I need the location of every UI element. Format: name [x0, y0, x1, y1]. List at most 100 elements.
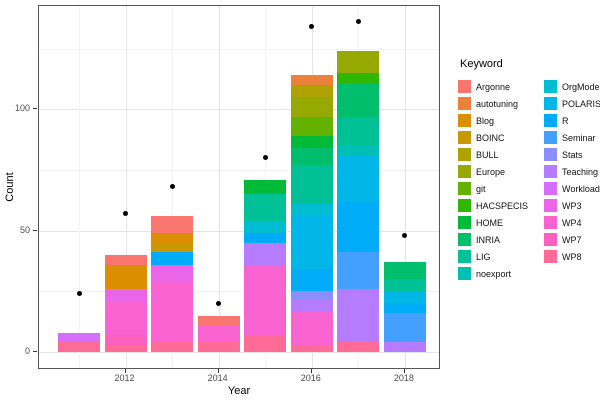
legend-label-WP4: WP4	[562, 217, 582, 228]
legend-swatch-noexport	[458, 267, 471, 280]
legend: Keyword Argonne autotuning Blog BOINC BULL Eu…	[458, 58, 600, 284]
gridline-major-x2014	[218, 6, 220, 368]
x-tick-2016	[310, 369, 312, 373]
bar-segment-2012-WP8	[104, 344, 147, 352]
legend-item-INRIA: INRIA	[458, 233, 530, 246]
bar-segment-2012-WP7	[104, 335, 147, 345]
gridline-major-y0	[39, 352, 439, 353]
y-tick-0	[33, 351, 37, 352]
legend-swatch-LIG	[458, 250, 471, 263]
legend-swatch-R	[544, 114, 557, 127]
bar-segment-2013-WP4	[151, 281, 194, 343]
point-2016	[309, 24, 315, 30]
point-2013	[169, 184, 175, 190]
bar-segment-2016-git	[290, 116, 333, 136]
bar-segment-2015-WP4	[244, 264, 287, 335]
legend-swatch-Stats	[544, 148, 557, 161]
gridline-major-y100	[39, 109, 439, 111]
bar-segment-2016-Stats	[290, 291, 333, 299]
x-tick-2012	[124, 369, 126, 373]
legend-item-Blog: Blog	[458, 114, 530, 127]
bar-segment-2017-INRIA	[337, 82, 380, 117]
legend-item-BOINC: BOINC	[458, 131, 530, 144]
legend-item-Workload: Workload	[544, 182, 600, 195]
bar-segment-2017-HACSPECIS	[337, 72, 380, 83]
legend-item-OrgMode: OrgMode	[544, 80, 600, 93]
legend-column-1: Argonne autotuning Blog BOINC BULL Europe git H…	[458, 80, 530, 284]
x-tick-label-2016: 2016	[300, 373, 321, 383]
bar-segment-2015-R	[244, 233, 287, 243]
legend-items: Argonne autotuning Blog BOINC BULL Europe git H…	[458, 80, 600, 284]
bar-segment-2012-WP3	[104, 288, 147, 302]
gridline-minor-y25	[39, 291, 439, 293]
bar-segment-2016-WP8	[290, 344, 333, 352]
legend-swatch-HOME	[458, 216, 471, 229]
bar-segment-2015-HOME	[244, 179, 287, 195]
legend-swatch-Workload	[544, 182, 557, 195]
legend-swatch-BULL	[458, 148, 471, 161]
legend-label-Stats: Stats	[562, 149, 583, 160]
bar-segment-2017-R	[337, 201, 380, 253]
legend-swatch-OrgMode	[544, 80, 557, 93]
point-2014	[216, 300, 222, 306]
bar-segment-2017-Teaching	[337, 288, 380, 343]
legend-item-WP3: WP3	[544, 199, 600, 212]
legend-swatch-WP4	[544, 216, 557, 229]
bar-segment-2018-LIG	[383, 279, 426, 292]
legend-swatch-Teaching	[544, 165, 557, 178]
legend-label-LIG: LIG	[476, 251, 491, 262]
bar-segment-2013-R	[151, 252, 194, 265]
bar-segment-2011-WP8	[58, 342, 100, 352]
bar-segment-2013-Blog	[151, 233, 194, 243]
gridline-major-x2018	[404, 6, 406, 368]
legend-item-Argonne: Argonne	[458, 80, 530, 93]
legend-label-autotuning: autotuning	[476, 98, 519, 109]
legend-item-noexport: noexport	[458, 267, 530, 280]
legend-label-Workload: Workload	[562, 183, 600, 194]
gridline-major-y50	[39, 230, 439, 232]
legend-label-HOME: HOME	[476, 217, 503, 228]
bar-segment-2013-WP3	[151, 264, 194, 282]
bar-segment-2011-Workload	[58, 332, 100, 343]
bar-segment-2015-OrgMode	[244, 220, 287, 234]
x-tick-label-2012: 2012	[114, 373, 135, 383]
legend-item-Seminar: Seminar	[544, 131, 600, 144]
bar-segment-2016-autotuning	[290, 75, 333, 86]
legend-swatch-Argonne	[458, 80, 471, 93]
bar-segment-2016-POLARIS	[290, 216, 333, 270]
y-axis-title: Count	[4, 172, 16, 202]
legend-item-Stats: Stats	[544, 148, 600, 161]
legend-item-LIG: LIG	[458, 250, 530, 263]
legend-item-HOME: HOME	[458, 216, 530, 229]
legend-label-BOINC: BOINC	[476, 132, 505, 143]
legend-item-HACSPECIS: HACSPECIS	[458, 199, 530, 212]
legend-item-R: R	[544, 114, 600, 127]
gridline-minor-y125	[39, 48, 439, 50]
legend-label-noexport: noexport	[476, 268, 512, 279]
gridline-minor-y75	[39, 169, 439, 171]
bar-segment-2016-LIG	[290, 165, 333, 204]
bar-segment-2018-POLARIS	[383, 291, 426, 304]
legend-item-WP7: WP7	[544, 233, 600, 246]
y-tick-label-50: 50	[19, 224, 30, 235]
legend-swatch-WP8	[544, 250, 557, 263]
bar-segment-2017-Seminar	[337, 252, 380, 289]
gridline-minor-x2011	[79, 6, 80, 368]
legend-label-Europe: Europe	[476, 166, 506, 177]
legend-label-WP7: WP7	[562, 234, 582, 245]
legend-label-POLARIS: POLARIS	[562, 98, 600, 109]
bar-segment-2014-Argonne	[197, 315, 240, 326]
legend-label-WP3: WP3	[562, 200, 582, 211]
bar-segment-2016-OrgMode	[290, 203, 333, 217]
legend-swatch-WP7	[544, 233, 557, 246]
legend-column-2: OrgMode POLARIS R Seminar Stats Teaching Workl…	[544, 80, 600, 284]
legend-label-BULL: BULL	[476, 149, 499, 160]
bar-segment-2016-HOME	[290, 135, 333, 149]
bar-segment-2016-Teaching	[290, 298, 333, 311]
legend-label-R: R	[562, 115, 569, 126]
legend-item-BULL: BULL	[458, 148, 530, 161]
legend-swatch-git	[458, 182, 471, 195]
bar-segment-2018-Teaching	[383, 342, 426, 352]
bar-segment-2014-WP4	[197, 325, 240, 343]
legend-item-POLARIS: POLARIS	[544, 97, 600, 110]
